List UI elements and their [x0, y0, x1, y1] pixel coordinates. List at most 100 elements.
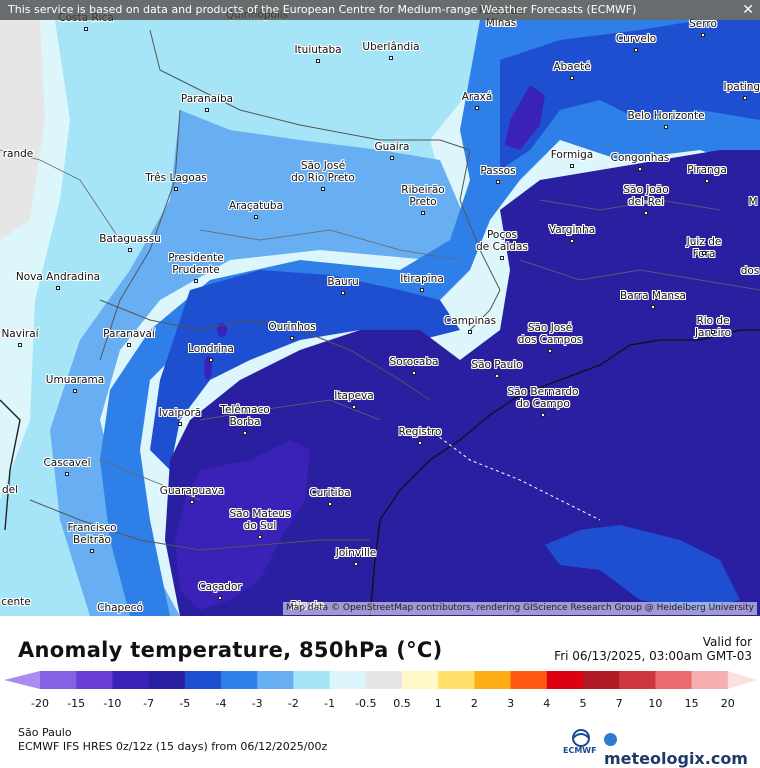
- scale-tick-label: 1: [434, 697, 442, 710]
- city-marker: [664, 125, 668, 129]
- scale-cell: [148, 671, 186, 689]
- city-label: Curvelo: [615, 33, 657, 45]
- city-label: Rio de Janeiro: [695, 315, 731, 339]
- scale-tick-label: 5: [579, 697, 587, 710]
- city-label: Piranga: [687, 164, 727, 176]
- ecmwf-label: ECMWF: [563, 746, 597, 755]
- city-label: Abaeté: [553, 61, 591, 73]
- city-label: Presidente Prudente: [168, 252, 224, 276]
- weather-map[interactable]: Costa RicaQuirinópolisPatos de MinasSerr…: [0, 0, 760, 616]
- city-marker: [65, 472, 69, 476]
- city-label: Passos: [480, 165, 516, 177]
- city-marker: [321, 187, 325, 191]
- city-marker: [218, 596, 222, 600]
- scale-tick-label: 2: [470, 697, 478, 710]
- city-label: Belo Horizonte: [627, 110, 705, 122]
- city-marker: [258, 535, 262, 539]
- valid-time: Fri 06/13/2025, 03:00am GMT-03: [554, 649, 752, 663]
- city-marker: [194, 279, 198, 283]
- city-label: Poços de Caldas: [476, 229, 528, 253]
- city-label: Sorocaba: [389, 356, 439, 368]
- city-marker: [570, 76, 574, 80]
- city-label: Joinville: [335, 547, 377, 559]
- scale-cell: [583, 671, 620, 689]
- city-marker: [352, 405, 356, 409]
- city-marker: [548, 349, 552, 353]
- scale-tick-label: 20: [720, 697, 735, 710]
- river-4: [519, 259, 760, 291]
- scale-tick-label: -5: [179, 697, 191, 710]
- city-marker: [341, 291, 345, 295]
- city-marker: [421, 211, 425, 215]
- city-label: Ivaiporã: [158, 407, 202, 419]
- ecmwf-notice-text: This service is based on data and produc…: [8, 3, 637, 16]
- scale-cell: [691, 671, 729, 689]
- anomaly-zone-purple: [175, 440, 310, 610]
- anomaly-zone-mid-blue-2: [150, 270, 460, 470]
- city-marker: [328, 502, 332, 506]
- ecmwf-notice: This service is based on data and produc…: [0, 0, 760, 20]
- scale-tick-label: -2: [287, 697, 299, 710]
- city-marker: [570, 164, 574, 168]
- city-marker: [174, 187, 178, 191]
- city-label: M: [748, 196, 758, 208]
- city-marker: [701, 33, 705, 37]
- city-marker: [420, 288, 424, 292]
- state-border-4: [29, 499, 370, 551]
- city-label: Ipatinga: [723, 81, 760, 93]
- city-label: Ourinhos: [268, 321, 316, 333]
- scale-cell: [257, 671, 294, 689]
- city-marker: [290, 336, 294, 340]
- city-marker: [56, 286, 60, 290]
- city-marker: [634, 48, 638, 52]
- scale-cell: [329, 671, 367, 689]
- city-label: Guaíra: [374, 141, 410, 153]
- city-label: Uberlândia: [362, 41, 420, 53]
- scale-tick-label: -15: [67, 697, 86, 710]
- city-marker: [178, 422, 182, 426]
- scale-cell: [619, 671, 656, 689]
- country-border: [0, 399, 21, 531]
- anomaly-blob-minas: [505, 85, 545, 150]
- city-marker: [702, 251, 706, 255]
- city-label: Araçatuba: [228, 200, 284, 212]
- anomaly-blob-londrina-2: [204, 356, 212, 380]
- city-label: São Mateus do Sul: [229, 508, 291, 532]
- city-label: Formiga: [550, 149, 594, 161]
- city-label: del: [1, 484, 19, 496]
- city-marker: [475, 106, 479, 110]
- city-marker: [541, 413, 545, 417]
- city-label: Congonhas: [610, 152, 670, 164]
- scale-tick-label: 15: [684, 697, 699, 710]
- city-marker: [644, 211, 648, 215]
- scale-cell: [546, 671, 584, 689]
- city-label: dos: [740, 265, 760, 277]
- city-label: São Bernardo do Campo: [507, 386, 579, 410]
- color-scale-bar: [4, 671, 756, 689]
- state-border-2: [459, 149, 501, 331]
- anomaly-zone-indigo: [165, 150, 760, 616]
- river-5: [539, 199, 721, 211]
- state-border-1: [149, 29, 471, 151]
- city-marker: [500, 256, 504, 260]
- scale-cell: [293, 671, 331, 689]
- meteologix-icon: [604, 733, 617, 746]
- city-label: Telêmaco Borba: [220, 404, 270, 428]
- city-label: Ribeirão Preto: [401, 184, 445, 208]
- city-marker: [468, 330, 472, 334]
- city-marker: [638, 167, 642, 171]
- city-marker: [495, 374, 499, 378]
- city-marker: [711, 330, 715, 334]
- scale-tick-label: -4: [215, 697, 227, 710]
- city-marker: [418, 441, 422, 445]
- city-marker: [90, 549, 94, 553]
- city-marker: [316, 59, 320, 63]
- scale-tick-label: 7: [615, 697, 623, 710]
- brand-link[interactable]: meteologix.com: [604, 730, 760, 768]
- city-marker: [412, 371, 416, 375]
- city-label: Guarapuava: [159, 485, 225, 497]
- scale-cell: [438, 671, 475, 689]
- city-label: Itapeva: [334, 390, 374, 402]
- city-marker: [127, 343, 131, 347]
- close-icon[interactable]: ✕: [742, 2, 754, 18]
